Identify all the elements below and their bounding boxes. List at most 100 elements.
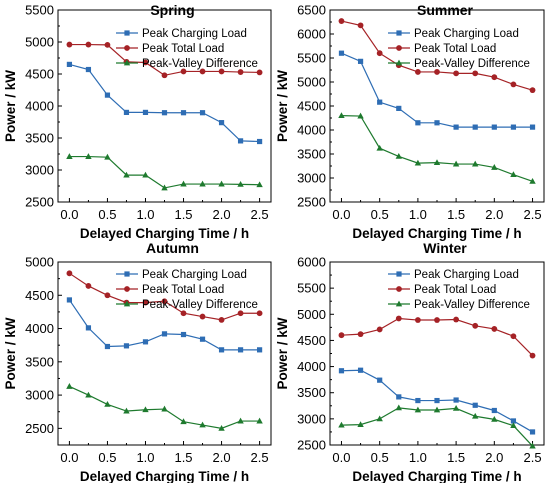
data-point: [123, 407, 130, 414]
legend: Peak Charging Load Peak Total Load Peak-Va…: [116, 28, 258, 70]
y-tick-label: 3500: [297, 385, 326, 400]
data-point: [338, 368, 345, 374]
data-point: [180, 68, 187, 75]
x-tick-label: 1.5: [174, 450, 192, 465]
y-tick-label: 2500: [297, 195, 326, 210]
y-tick-label: 6500: [297, 3, 326, 18]
x-tick-label: 1.0: [409, 207, 427, 222]
data-point: [415, 397, 421, 404]
data-point: [199, 110, 206, 116]
data-point: [491, 407, 497, 414]
panel-title: Winter: [423, 240, 467, 256]
legend-entry: Peak-Valley Difference: [142, 299, 258, 311]
data-point: [414, 159, 422, 166]
data-point: [357, 421, 364, 428]
data-point: [357, 58, 364, 64]
x-axis-title: Delayed Charging Time / h: [352, 226, 521, 241]
data-point: [142, 299, 149, 306]
y-axis-title: Power / kW: [3, 70, 18, 142]
legend-entry: Peak-Valley Difference: [142, 58, 258, 70]
y-tick-label: 5000: [297, 307, 326, 322]
data-point: [66, 41, 73, 48]
x-tick-label: 0.5: [371, 450, 389, 465]
data-point: [123, 171, 130, 178]
data-point: [338, 112, 345, 118]
legend-entry: Peak Total Load: [414, 43, 496, 55]
x-tick-label: 2.5: [523, 450, 541, 465]
x-tick-label: 2.0: [485, 450, 503, 465]
data-point: [414, 406, 422, 413]
data-point: [529, 352, 536, 359]
data-point: [529, 177, 536, 184]
y-axis-title: Power / kW: [275, 70, 290, 142]
x-tick-label: 1.0: [136, 207, 154, 222]
data-point: [376, 326, 383, 333]
data-point: [510, 81, 517, 88]
panel-3: 0.0 0.5 1.0 1.5 2.0 2.5 2500 3000 3500 4000 4500 50…: [275, 240, 545, 484]
x-tick-label: 0.5: [371, 207, 389, 222]
data-point: [180, 180, 187, 187]
data-point: [491, 326, 498, 332]
data-point: [180, 418, 187, 425]
data-point: [376, 144, 383, 151]
data-point: [199, 421, 206, 428]
data-point: [510, 333, 517, 340]
data-point: [237, 310, 244, 317]
x-tick-label: 2.5: [251, 207, 269, 222]
data-point: [472, 402, 478, 408]
data-point: [453, 124, 459, 130]
data-point: [161, 331, 168, 337]
data-point: [142, 59, 149, 66]
legend-marker: [123, 59, 131, 66]
y-tick-label: 3500: [297, 147, 326, 162]
data-point: [510, 422, 517, 429]
data-point: [85, 41, 92, 48]
data-point: [256, 347, 263, 353]
x-tick-label: 2.5: [251, 450, 269, 465]
data-point: [199, 313, 206, 320]
data-point: [237, 181, 244, 187]
data-point: [180, 110, 187, 116]
data-point: [491, 124, 497, 130]
legend-entry: Peak Charging Load: [414, 28, 519, 40]
data-point: [237, 138, 244, 144]
data-point: [66, 61, 73, 67]
data-point: [529, 442, 536, 449]
series-line: [341, 115, 533, 182]
series-0: [66, 297, 263, 353]
data-point: [395, 153, 402, 159]
legend-entry: Peak Charging Load: [142, 28, 247, 40]
data-point: [510, 171, 517, 178]
data-point: [491, 74, 498, 81]
y-tick-label: 5000: [25, 35, 54, 50]
data-point: [218, 120, 225, 126]
data-point: [218, 68, 225, 75]
x-tick-label: 1.5: [447, 207, 465, 222]
data-point: [338, 50, 345, 56]
data-point: [218, 180, 225, 187]
y-tick-label: 2500: [297, 438, 326, 453]
y-tick-label: 2500: [25, 421, 54, 436]
series-line: [69, 155, 260, 189]
panel-0: 0.0 0.5 1.0 1.5 2.0 2.5 2500 3000 3500 4000 4500 50…: [3, 2, 272, 241]
panel-title: Summer: [417, 2, 474, 18]
series-line: [341, 317, 533, 357]
y-tick-label: 6000: [297, 255, 326, 270]
legend-marker: [123, 300, 131, 307]
data-point: [123, 109, 130, 115]
data-point: [142, 406, 149, 413]
data-point: [414, 69, 421, 75]
y-tick-label: 3000: [25, 388, 54, 403]
data-point: [161, 184, 168, 191]
series-0: [338, 50, 536, 130]
data-point: [396, 394, 402, 400]
y-tick-label: 4000: [25, 321, 54, 336]
series-line: [341, 407, 533, 447]
data-point: [218, 424, 225, 431]
x-axis-title: Delayed Charging Time / h: [80, 469, 249, 483]
legend-entry: Peak Total Load: [142, 43, 224, 55]
y-tick-label: 5000: [25, 255, 54, 270]
data-point: [377, 99, 383, 105]
data-point: [433, 159, 441, 166]
